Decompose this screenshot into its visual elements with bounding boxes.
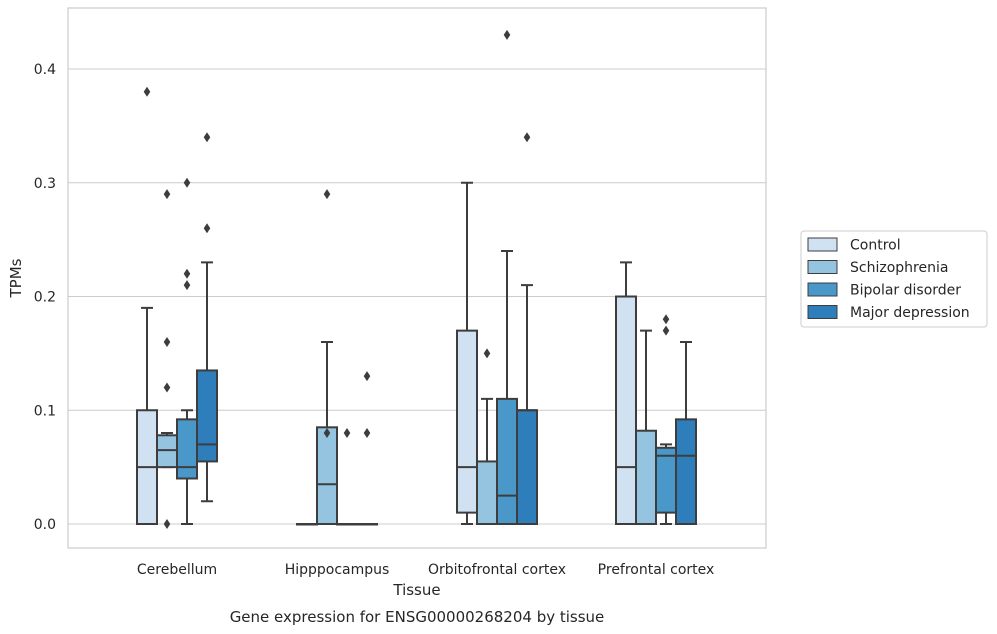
box — [176, 418, 198, 480]
y-axis-label: TPMs — [7, 258, 25, 298]
x-tick-label: Prefrontal cortex — [598, 562, 715, 578]
outlier-point — [363, 371, 371, 382]
series-major-depression — [196, 132, 697, 526]
outlier-point — [143, 86, 151, 97]
box — [156, 434, 178, 469]
outlier-point — [183, 177, 191, 188]
box — [635, 429, 657, 526]
legend-label: Major depression — [850, 305, 970, 321]
legend-swatch — [807, 282, 838, 297]
y-tick-label: 0.0 — [34, 517, 56, 533]
legend-frame — [800, 230, 988, 328]
series-schizophrenia — [156, 189, 657, 529]
legend-label: Schizophrenia — [850, 260, 948, 276]
x-tick-label: Cerebellum — [137, 562, 217, 578]
outlier-point — [662, 325, 670, 336]
y-tick-label: 0.3 — [34, 176, 56, 192]
outlier-point — [163, 382, 171, 393]
x-axis-label: Tissue — [392, 581, 440, 599]
outlier-point — [163, 189, 171, 200]
box — [456, 329, 478, 514]
legend-label: Control — [850, 238, 901, 254]
legend-swatch — [807, 237, 838, 252]
x-axis-ticks: Cerebellum Hipppocampus Orbitofrontal cort… — [137, 562, 714, 578]
outlier-point — [323, 189, 331, 200]
outlier-point — [163, 519, 171, 529]
outlier-point — [662, 314, 670, 325]
legend-swatch — [807, 305, 838, 319]
box-series — [136, 29, 697, 529]
box — [316, 426, 338, 525]
y-tick-label: 0.1 — [34, 403, 56, 419]
box — [615, 295, 637, 525]
box — [476, 460, 498, 525]
box — [655, 446, 677, 514]
outlier-point — [183, 268, 191, 279]
outlier-point — [363, 428, 371, 438]
outlier-point — [203, 223, 211, 234]
legend: Control Schizophrenia Bipolar disorder Majo… — [800, 230, 988, 328]
outlier-point — [343, 428, 351, 438]
outlier-point — [323, 428, 331, 438]
y-axis-ticks: 0.0 0.1 0.2 0.3 0.4 — [34, 62, 56, 533]
y-tick-label: 0.4 — [34, 62, 56, 78]
series-control — [136, 86, 637, 526]
outlier-point — [163, 337, 171, 347]
outlier-point — [203, 132, 211, 143]
chart-caption: Gene expression for ENSG00000268204 by t… — [230, 608, 605, 626]
box — [196, 369, 218, 463]
x-tick-label: Hipppocampus — [285, 562, 390, 578]
y-tick-label: 0.2 — [34, 290, 56, 306]
box — [516, 409, 538, 525]
outlier-point — [503, 29, 511, 40]
legend-label: Bipolar disorder — [850, 283, 961, 299]
outlier-point — [483, 348, 491, 359]
outlier-point — [523, 132, 531, 143]
outlier-point — [183, 280, 191, 291]
legend-swatch — [807, 260, 838, 274]
box — [675, 418, 697, 526]
box — [496, 397, 518, 525]
x-tick-label: Orbitofrontal cortex — [428, 562, 566, 578]
